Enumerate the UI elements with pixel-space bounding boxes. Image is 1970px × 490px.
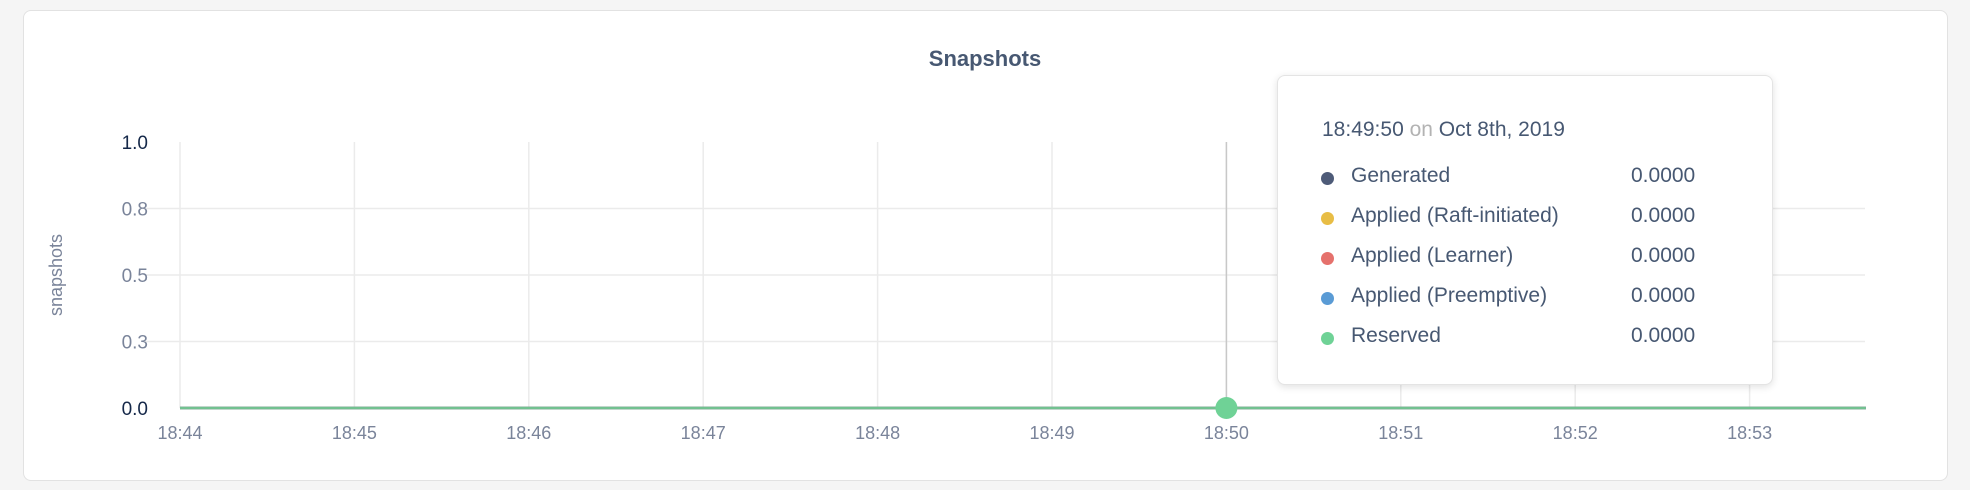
tooltip-series-value: 0.0000 xyxy=(1631,204,1696,227)
tooltip-series-value: 0.0000 xyxy=(1631,284,1696,307)
tooltip-series-value: 0.0000 xyxy=(1631,244,1696,267)
tooltip-series-value: 0.0000 xyxy=(1631,324,1696,347)
tooltip-day: Oct 8th, 2019 xyxy=(1438,118,1565,141)
y-axis-label: snapshots xyxy=(46,234,66,316)
x-tick-label: 18:51 xyxy=(1378,423,1423,443)
series-dot-icon xyxy=(1321,292,1334,305)
x-tick-label: 18:52 xyxy=(1553,423,1598,443)
tooltip-series-label: Applied (Raft-initiated) xyxy=(1351,204,1559,227)
y-tick-label: 0.5 xyxy=(122,266,148,287)
tooltip-row: Applied (Raft-initiated) 0.0000 xyxy=(1278,204,1772,234)
y-tick-label: 0.3 xyxy=(122,333,148,354)
tooltip-time: 18:49:50 xyxy=(1322,118,1404,141)
x-tick-label: 18:49 xyxy=(1029,423,1074,443)
x-tick-label: 18:44 xyxy=(157,423,202,443)
chart-title: Snapshots xyxy=(928,46,1042,71)
tooltip: 18:49:50 on Oct 8th, 2019 Generated 0.000… xyxy=(1277,75,1773,385)
tooltip-row: Applied (Preemptive) 0.0000 xyxy=(1278,284,1772,314)
y-tick-label: 0.0 xyxy=(122,399,148,420)
y-tick-label: 1.0 xyxy=(122,133,148,154)
tooltip-series-label: Applied (Learner) xyxy=(1351,244,1514,267)
series-dot-icon xyxy=(1321,172,1334,185)
series-dot-icon xyxy=(1321,332,1334,345)
x-tick-label: 18:48 xyxy=(855,423,900,443)
series-dot-icon xyxy=(1321,212,1334,225)
tooltip-row: Applied (Learner) 0.0000 xyxy=(1278,244,1772,274)
tooltip-series-label: Applied (Preemptive) xyxy=(1351,284,1548,307)
tooltip-row: Generated 0.0000 xyxy=(1278,164,1772,194)
y-tick-label: 0.8 xyxy=(122,200,148,221)
series-dot-icon xyxy=(1321,252,1334,265)
tooltip-on: on xyxy=(1409,118,1433,141)
tooltip-series-label: Generated xyxy=(1351,164,1451,187)
tooltip-series-label: Reserved xyxy=(1351,324,1441,347)
tooltip-series-value: 0.0000 xyxy=(1631,164,1696,187)
x-tick-label: 18:45 xyxy=(332,423,377,443)
x-tick-label: 18:53 xyxy=(1727,423,1772,443)
hover-point xyxy=(1215,397,1238,419)
x-tick-label: 18:46 xyxy=(506,423,551,443)
x-tick-label: 18:47 xyxy=(681,423,726,443)
tooltip-date: 18:49:50 on Oct 8th, 2019 xyxy=(1322,118,1565,142)
tooltip-row: Reserved 0.0000 xyxy=(1278,324,1772,354)
x-tick-label: 18:50 xyxy=(1204,423,1249,443)
